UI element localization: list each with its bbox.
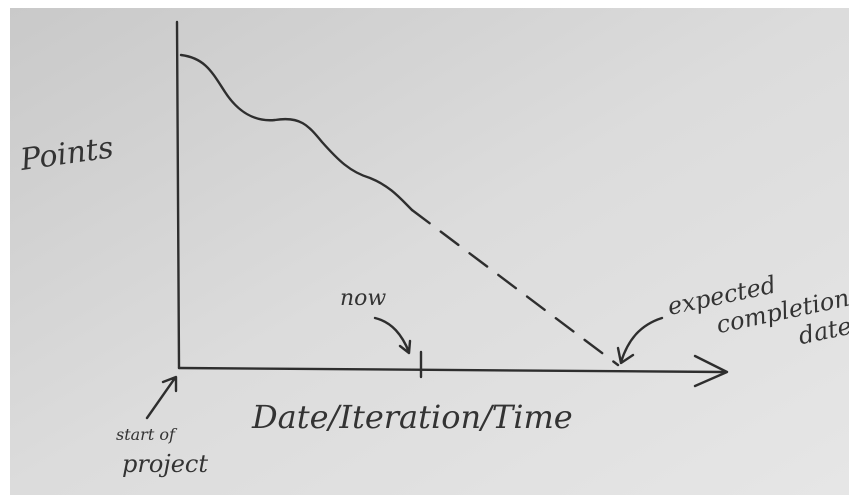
page: now expected completion date start of pr… xyxy=(0,0,849,495)
start-label: start of xyxy=(116,425,178,444)
now-label: now xyxy=(340,286,386,311)
start-label: project xyxy=(122,450,208,478)
sketch: now expected completion date start of pr… xyxy=(0,0,849,495)
x-axis-label: Date/Iteration/Time xyxy=(251,398,573,436)
